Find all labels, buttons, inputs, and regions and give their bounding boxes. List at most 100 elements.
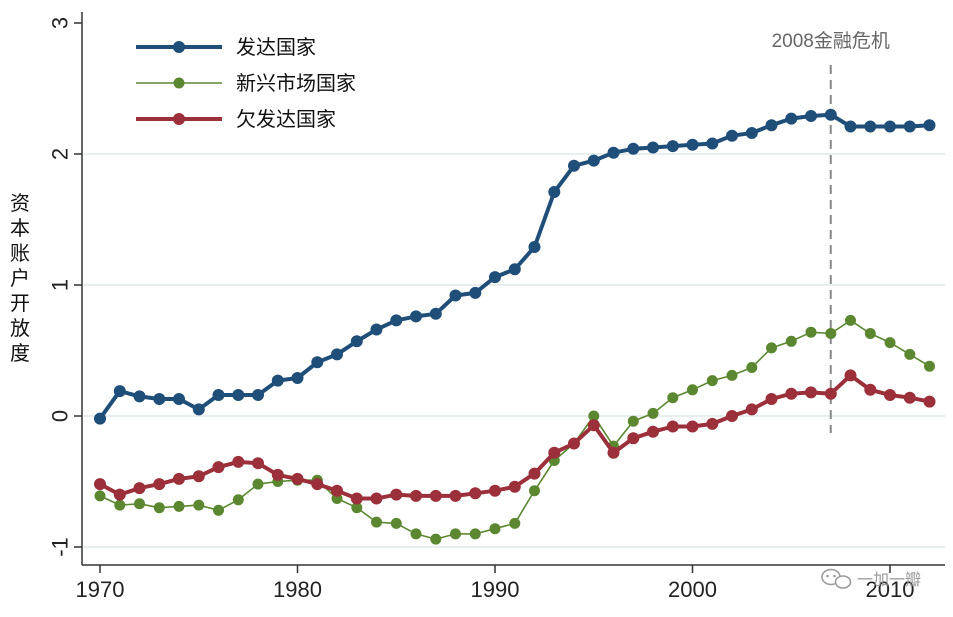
series-1 (94, 314, 935, 545)
data-point (173, 472, 185, 485)
data-point (785, 335, 797, 347)
data-point (430, 533, 442, 545)
x-tick-label: 1970 (76, 577, 125, 602)
data-point (884, 337, 896, 349)
data-point (647, 141, 659, 154)
y-axis-label: 资本账户开放度 (10, 191, 30, 365)
data-point (588, 410, 600, 422)
y-tick-label: 1 (48, 279, 73, 291)
data-point (351, 502, 363, 514)
data-point (528, 467, 541, 480)
data-point (232, 494, 244, 506)
y-axis-label-char: 开 (10, 291, 30, 315)
watermark-text: 一加一瓣 (857, 570, 921, 589)
data-point (825, 328, 837, 339)
y-axis-label-char: 资 (10, 191, 30, 215)
data-point (686, 420, 699, 433)
data-point (489, 523, 501, 535)
x-tick-label: 2000 (668, 577, 717, 602)
data-point (745, 127, 758, 139)
y-tick-label: 3 (48, 17, 73, 29)
data-point (864, 328, 876, 339)
gridlines (84, 153, 945, 548)
y-tick-label: -1 (48, 537, 73, 557)
y-axis-label-char: 账 (10, 241, 30, 265)
data-point (509, 517, 521, 529)
data-point (805, 326, 817, 338)
data-point (824, 387, 837, 400)
data-point (153, 502, 165, 514)
data-point (627, 415, 639, 427)
data-point (765, 393, 778, 405)
data-point (904, 348, 916, 360)
legend-item: 新兴市场国家 (136, 71, 356, 95)
data-point (94, 478, 106, 491)
data-point (785, 387, 798, 400)
data-point (508, 263, 521, 276)
data-point (213, 504, 224, 516)
data-point (370, 323, 383, 336)
data-point (923, 119, 936, 132)
data-point (429, 307, 442, 320)
series-line (99, 319, 930, 540)
data-point (94, 412, 106, 425)
legend-swatch-marker (173, 77, 185, 89)
data-point (311, 356, 324, 369)
legend-item: 发达国家 (136, 35, 316, 59)
data-point (271, 468, 284, 481)
data-point (785, 112, 798, 125)
crisis-annotation-label: 2008金融危机 (772, 30, 890, 52)
data-point (390, 517, 402, 529)
data-point (587, 419, 600, 432)
data-point (687, 384, 698, 396)
wechat-icon (821, 568, 852, 589)
data-point (924, 360, 935, 372)
data-point (350, 335, 363, 348)
data-point (113, 385, 126, 398)
series-0 (94, 108, 936, 425)
data-point (311, 478, 324, 491)
data-point (923, 395, 936, 408)
data-point (410, 310, 422, 323)
data-point (627, 142, 640, 155)
data-point (647, 407, 659, 419)
data-point (529, 485, 540, 497)
data-point (726, 410, 738, 422)
data-point (469, 487, 482, 500)
series-2 (94, 369, 936, 505)
data-point (410, 489, 422, 502)
data-point (94, 490, 106, 502)
data-point (114, 499, 126, 511)
data-point (429, 489, 442, 502)
data-point (133, 482, 146, 495)
data-point (449, 489, 462, 502)
data-point (666, 420, 679, 433)
data-point (587, 154, 600, 167)
data-point (864, 383, 877, 396)
data-point (746, 362, 758, 373)
legend-swatch-marker (173, 113, 185, 125)
data-point (193, 499, 205, 511)
data-point (252, 457, 264, 470)
data-point (528, 241, 541, 253)
data-point (627, 432, 640, 445)
data-point (766, 342, 777, 354)
data-point (706, 417, 719, 430)
x-tick-label: 1980 (273, 577, 322, 602)
data-point (765, 119, 778, 132)
data-point (469, 286, 482, 299)
y-axis-label-char: 放 (10, 316, 30, 340)
data-point (726, 129, 738, 142)
data-point (706, 375, 718, 387)
data-point (192, 403, 205, 416)
data-point (903, 120, 916, 133)
data-point (390, 488, 403, 501)
data-point (568, 159, 580, 172)
x-tick-label: 2010 (866, 577, 915, 602)
data-point (548, 186, 561, 198)
legend-label: 欠发达国家 (236, 107, 336, 131)
data-point (805, 110, 817, 122)
data-point (252, 478, 264, 490)
data-point (173, 393, 185, 405)
data-point (568, 437, 580, 450)
